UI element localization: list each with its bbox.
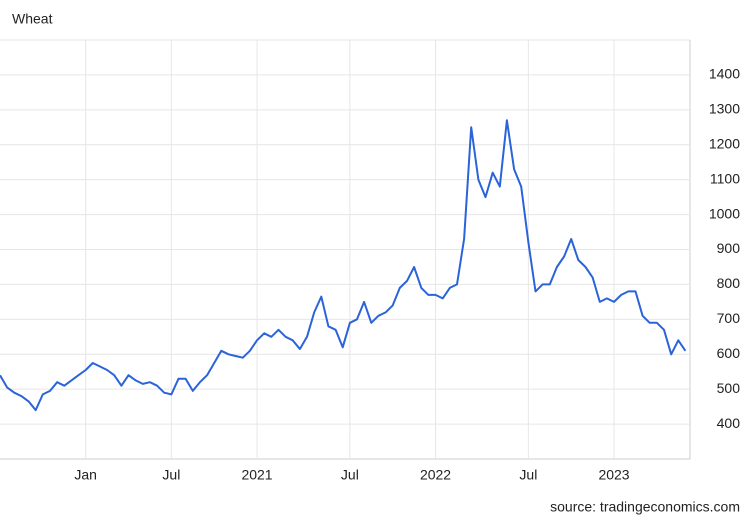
x-tick-label: Jul bbox=[162, 467, 180, 483]
x-tick-label: Jan bbox=[74, 467, 97, 483]
y-tick-label: 800 bbox=[717, 275, 741, 291]
y-tick-label: 1000 bbox=[709, 205, 740, 221]
y-tick-label: 1300 bbox=[709, 101, 740, 117]
x-tick-label: 2023 bbox=[598, 467, 629, 483]
data-line bbox=[0, 119, 687, 412]
y-tick-label: 1100 bbox=[710, 170, 740, 186]
y-tick-label: 1200 bbox=[709, 135, 740, 151]
y-tick-label: 400 bbox=[717, 415, 741, 431]
source-note: source: tradingeconomics.com bbox=[550, 499, 740, 515]
y-tick-label: 900 bbox=[717, 240, 741, 256]
y-tick-label: 1400 bbox=[709, 66, 740, 82]
y-tick-label: 500 bbox=[717, 380, 741, 396]
x-tick-label: 2021 bbox=[241, 467, 272, 483]
x-tick-label: 2022 bbox=[420, 467, 451, 483]
x-tick-label: Jul bbox=[341, 467, 359, 483]
y-tick-label: 600 bbox=[717, 345, 741, 361]
x-tick-label: Jul bbox=[519, 467, 537, 483]
y-tick-label: 700 bbox=[717, 310, 741, 326]
chart-title: Wheat bbox=[12, 11, 53, 27]
